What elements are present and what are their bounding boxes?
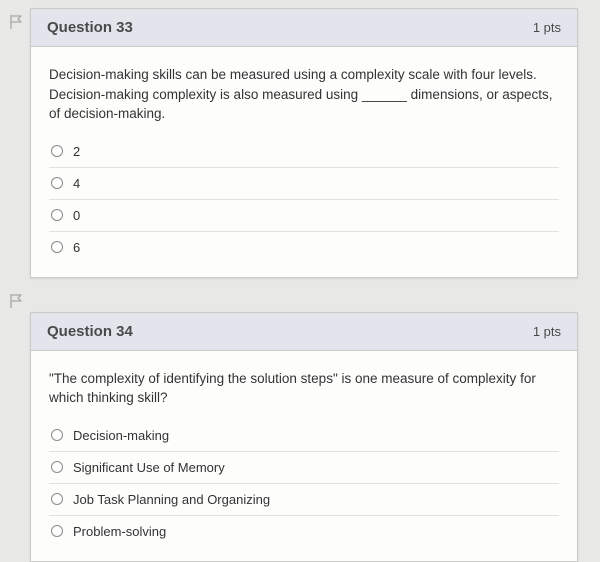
option-row[interactable]: Job Task Planning and Organizing xyxy=(49,484,559,516)
option-row[interactable]: 2 xyxy=(49,136,559,168)
question-header: Question 33 1 pts xyxy=(31,9,577,47)
option-label: 6 xyxy=(73,240,80,255)
option-label: 2 xyxy=(73,144,80,159)
option-row[interactable]: 6 xyxy=(49,232,559,263)
option-label: Problem-solving xyxy=(73,524,166,539)
radio-icon[interactable] xyxy=(51,145,63,157)
options-list: 2 4 0 6 xyxy=(31,134,577,277)
radio-icon[interactable] xyxy=(51,241,63,253)
question-title: Question 33 xyxy=(47,19,133,36)
option-label: 0 xyxy=(73,208,80,223)
option-row[interactable]: Decision-making xyxy=(49,420,559,452)
flag-icon[interactable] xyxy=(9,293,23,309)
radio-icon[interactable] xyxy=(51,461,63,473)
question-header: Question 34 1 pts xyxy=(31,313,577,351)
question-prompt: "The complexity of identifying the solut… xyxy=(31,351,577,418)
radio-icon[interactable] xyxy=(51,525,63,537)
question-prompt: Decision-making skills can be measured u… xyxy=(31,47,577,134)
option-label: Significant Use of Memory xyxy=(73,460,225,475)
question-points: 1 pts xyxy=(533,20,561,35)
option-label: Decision-making xyxy=(73,428,169,443)
question-card: Question 34 1 pts "The complexity of ide… xyxy=(30,312,578,562)
radio-icon[interactable] xyxy=(51,177,63,189)
option-row[interactable]: 4 xyxy=(49,168,559,200)
option-row[interactable]: Significant Use of Memory xyxy=(49,452,559,484)
radio-icon[interactable] xyxy=(51,429,63,441)
option-row[interactable]: Problem-solving xyxy=(49,516,559,547)
option-label: Job Task Planning and Organizing xyxy=(73,492,270,507)
question-title: Question 34 xyxy=(47,323,133,340)
question-card: Question 33 1 pts Decision-making skills… xyxy=(30,8,578,278)
option-row[interactable]: 0 xyxy=(49,200,559,232)
option-label: 4 xyxy=(73,176,80,191)
question-points: 1 pts xyxy=(533,324,561,339)
flag-icon[interactable] xyxy=(9,14,23,30)
options-list: Decision-making Significant Use of Memor… xyxy=(31,418,577,561)
radio-icon[interactable] xyxy=(51,493,63,505)
radio-icon[interactable] xyxy=(51,209,63,221)
